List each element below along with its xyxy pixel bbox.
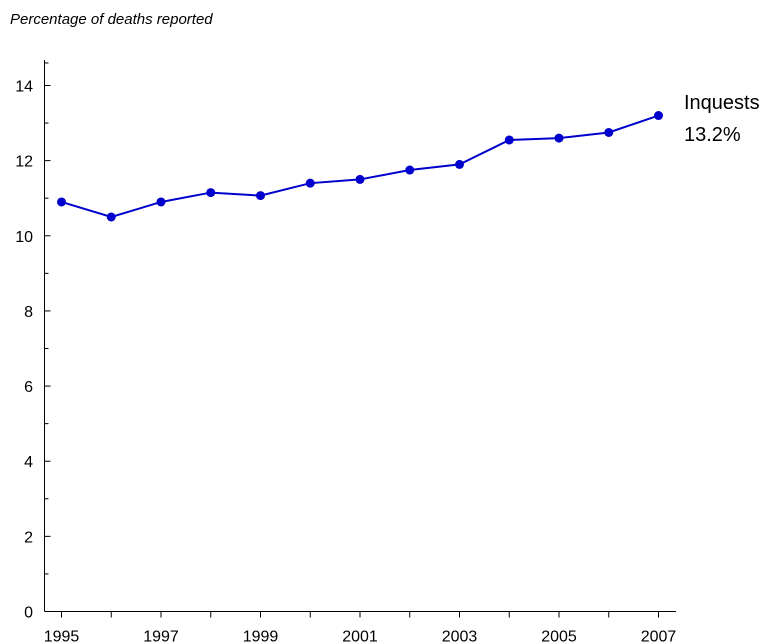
data-point-2001 <box>355 174 365 184</box>
data-point-2006 <box>604 127 614 137</box>
y-axis-title: Percentage of deaths reported <box>10 11 213 28</box>
data-point-2000 <box>305 178 315 188</box>
x-tick-label: 2005 <box>541 629 577 643</box>
data-point-1998 <box>206 188 216 198</box>
y-tick-label: 4 <box>24 454 33 471</box>
x-ticks: 1995 1997 1999 2001 2003 2005 2007 <box>44 611 677 643</box>
series-end-value-label: 13.2% <box>684 124 741 146</box>
y-ticks: 0 2 4 6 8 10 12 14 <box>15 62 51 622</box>
y-tick-label: 2 <box>24 529 33 546</box>
data-point-1995 <box>57 197 66 207</box>
axes <box>44 60 676 612</box>
x-tick-label: 1995 <box>44 629 80 643</box>
y-tick-label: 8 <box>24 304 33 321</box>
data-point-2003 <box>455 159 464 169</box>
data-points <box>57 111 663 222</box>
y-tick-label: 10 <box>15 229 33 246</box>
data-point-2002 <box>405 165 415 175</box>
y-tick-label: 0 <box>24 605 33 622</box>
x-tick-label: 2001 <box>342 629 378 643</box>
data-point-2004 <box>504 135 514 145</box>
data-point-2007 <box>654 111 663 121</box>
y-tick-label: 12 <box>15 154 33 171</box>
x-tick-label: 2007 <box>641 629 677 643</box>
x-tick-label: 1999 <box>243 629 279 643</box>
data-point-1999 <box>256 191 265 201</box>
x-tick-label: 2003 <box>442 629 478 643</box>
data-point-1997 <box>156 197 166 207</box>
y-tick-label: 14 <box>15 79 33 96</box>
x-tick-label: 1997 <box>143 629 179 643</box>
series-line-inquests <box>61 114 659 219</box>
data-point-2005 <box>554 133 564 143</box>
y-tick-label: 6 <box>24 379 33 396</box>
data-point-1996 <box>106 212 116 222</box>
series-name-label: Inquests <box>684 92 760 114</box>
